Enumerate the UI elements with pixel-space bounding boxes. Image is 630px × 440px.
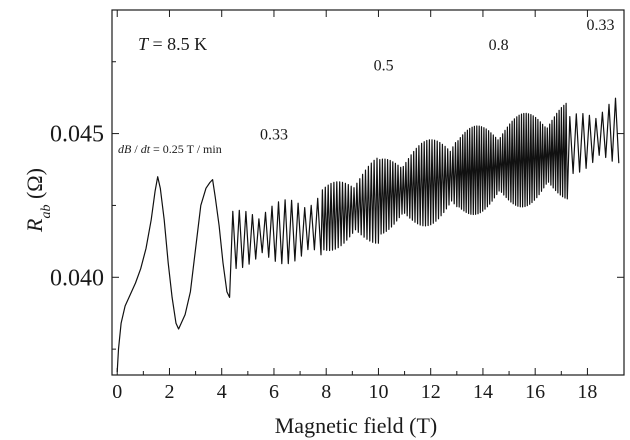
- x-tick-label: 16: [525, 381, 545, 403]
- plot-frame: [111, 9, 625, 376]
- x-tick-label: 8: [321, 381, 331, 403]
- series-line: [116, 97, 620, 373]
- x-tick-label: 14: [473, 381, 493, 403]
- y-axis-ticks: 0.040 0.045: [50, 61, 624, 350]
- rate-label: 0.5: [374, 57, 394, 74]
- temperature-label: T = 8.5 K: [138, 34, 207, 54]
- y-axis-title: Rab (Ω): [22, 168, 54, 233]
- x-tick-label: 6: [269, 381, 279, 403]
- y-tick-label: 0.045: [50, 122, 104, 148]
- x-tick-label: 12: [421, 381, 441, 403]
- rate-labels: 0.33 0.5 0.8 0.33: [260, 17, 615, 143]
- sweep-rate-label: dB / dt = 0.25 T / min: [118, 142, 222, 156]
- x-tick-label: 0: [112, 381, 122, 403]
- rate-label: 0.33: [586, 17, 614, 34]
- rate-label: 0.33: [260, 126, 288, 143]
- x-tick-label: 18: [577, 381, 597, 403]
- x-tick-label: 2: [164, 381, 174, 403]
- x-axis-title: Magnetic field (T): [275, 413, 438, 438]
- y-tick-label: 0.040: [50, 265, 104, 291]
- x-tick-label: 10: [368, 381, 388, 403]
- x-tick-label: 4: [217, 381, 227, 403]
- rate-label: 0.8: [489, 37, 509, 54]
- x-axis-ticks: 0 2 4 6 8 10 12 14 16 18: [112, 10, 597, 403]
